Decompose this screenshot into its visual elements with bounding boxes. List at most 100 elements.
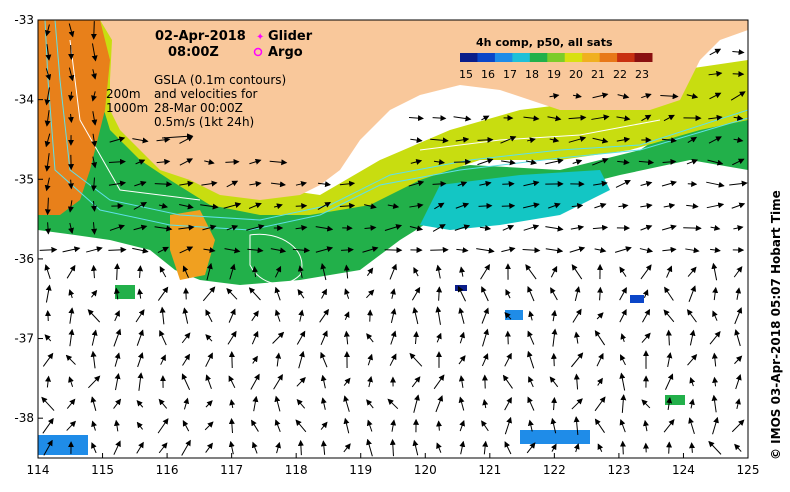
velocity-arrow: [413, 266, 419, 277]
lon-tick-label: 115: [91, 463, 114, 477]
velocity-arrow: [523, 115, 540, 122]
velocity-arrow: [229, 263, 236, 280]
velocity-arrow: [409, 225, 424, 232]
velocity-arrow: [712, 416, 719, 435]
colorbar-label: 18: [525, 68, 539, 81]
sst-patch: [455, 285, 467, 291]
colorbar: 4h comp, p50, all sats 15 16 17 18 19 20 21 22 2…: [459, 36, 653, 81]
velocity-arrow: [251, 310, 259, 322]
velocity-arrow: [62, 246, 81, 253]
velocity-arrow: [390, 419, 397, 432]
velocity-arrow: [481, 353, 489, 367]
lon-tick-label: 124: [672, 463, 695, 477]
velocity-arrow: [455, 202, 470, 209]
lat-tick-label: -38: [14, 411, 34, 425]
velocity-arrow: [68, 289, 75, 299]
colorbar-swatch: [617, 53, 636, 62]
sst-patch: [115, 285, 135, 299]
velocity-arrow: [181, 332, 191, 344]
velocity-arrow: [366, 438, 373, 457]
velocity-arrow: [433, 159, 446, 165]
velocity-arrow: [430, 137, 449, 144]
lat-tick-label: -33: [14, 13, 34, 27]
velocity-arrow: [343, 443, 351, 453]
velocity-arrow: [339, 202, 356, 209]
sst-patch: [505, 310, 523, 320]
velocity-arrow: [274, 309, 281, 322]
velocity-arrow: [182, 420, 190, 432]
velocity-arrow: [91, 91, 97, 102]
velocity-arrow: [568, 136, 587, 143]
velocity-arrow: [413, 394, 420, 413]
velocity-arrow: [663, 202, 676, 209]
velocity-arrow: [91, 201, 97, 212]
colorbar-swatch: [529, 53, 548, 62]
velocity-arrow: [688, 398, 695, 409]
velocity-arrow: [297, 289, 305, 299]
velocity-arrow: [274, 286, 281, 301]
velocity-arrow: [114, 310, 120, 322]
velocity-arrow: [389, 438, 396, 457]
velocity-vectors: [39, 21, 748, 457]
velocity-arrow: [201, 180, 218, 187]
velocity-arrow: [182, 307, 189, 324]
velocity-arrow: [90, 264, 97, 279]
velocity-arrow: [134, 180, 147, 187]
velocity-arrow: [343, 395, 350, 412]
velocity-arrow: [477, 136, 494, 143]
velocity-arrow: [504, 397, 512, 411]
colorbar-swatch: [477, 53, 496, 62]
velocity-arrow: [315, 225, 334, 232]
velocity-arrow: [688, 285, 696, 302]
velocity-arrow: [390, 308, 397, 323]
velocity-arrow: [86, 246, 103, 253]
velocity-arrow: [432, 224, 446, 232]
velocity-arrow: [712, 286, 719, 301]
velocity-arrow: [90, 396, 97, 411]
legend: ✦ Glider Argo: [253, 29, 313, 60]
velocity-arrow: [44, 334, 52, 342]
velocity-arrow: [686, 159, 699, 165]
velocity-arrow: [228, 417, 235, 434]
velocity-arrow: [528, 376, 534, 388]
velocity-arrow: [640, 224, 653, 231]
velocity-arrow: [343, 264, 350, 279]
velocity-arrow: [408, 115, 424, 122]
velocity-arrow: [205, 352, 213, 367]
velocity-arrow: [436, 420, 443, 431]
velocity-arrow: [270, 181, 286, 188]
velocity-arrow: [525, 264, 537, 280]
velocity-arrow: [571, 264, 583, 280]
velocity-arrow: [666, 397, 673, 411]
velocity-arrow: [182, 353, 191, 366]
velocity-arrow: [592, 224, 609, 231]
velocity-arrow: [366, 267, 374, 276]
velocity-arrow: [504, 441, 512, 455]
velocity-arrow: [435, 306, 442, 325]
velocity-arrow: [504, 352, 512, 367]
velocity-arrow: [158, 202, 169, 209]
velocity-arrow: [527, 286, 535, 302]
velocity-arrow: [523, 180, 540, 187]
velocity-arrow: [641, 114, 652, 122]
velocity-arrow: [88, 375, 101, 389]
velocity-arrow: [711, 262, 718, 281]
velocity-arrow: [525, 159, 537, 165]
glider-icon: ✦: [256, 32, 264, 43]
velocity-arrow: [366, 399, 374, 409]
velocity-arrow: [458, 307, 465, 324]
velocity-arrow: [317, 181, 331, 188]
velocity-arrow: [159, 306, 166, 325]
velocity-arrow: [666, 352, 673, 368]
velocity-arrow: [156, 136, 171, 143]
velocity-arrow: [43, 439, 53, 456]
velocity-arrow: [295, 224, 308, 231]
velocity-arrow: [501, 159, 516, 166]
velocity-arrow: [640, 264, 652, 280]
velocity-arrow: [274, 265, 282, 278]
velocity-arrow: [248, 287, 261, 301]
velocity-arrow: [617, 93, 630, 100]
colorbar-swatch: [547, 53, 566, 62]
velocity-arrow: [459, 331, 466, 344]
lon-tick-label: 119: [349, 463, 372, 477]
